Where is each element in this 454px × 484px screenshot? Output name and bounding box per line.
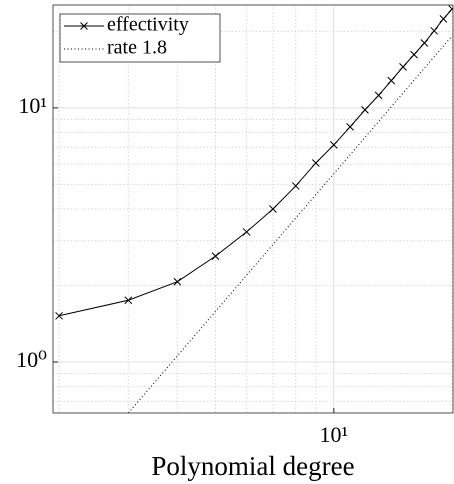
- data-point: [430, 26, 439, 35]
- data-point: [124, 296, 133, 305]
- data-point: [173, 277, 182, 286]
- grid: [53, 5, 453, 413]
- data-point: [311, 159, 320, 167]
- series-line: [127, 35, 453, 413]
- legend-label: effectivity: [107, 14, 189, 36]
- data-point: [269, 205, 277, 213]
- data-point: [211, 252, 220, 260]
- data-point: [399, 63, 407, 71]
- data-point: [439, 15, 448, 23]
- data-point: [55, 311, 63, 320]
- legend-label: rate 1.8: [107, 37, 167, 59]
- data-point: [420, 39, 429, 47]
- data-point: [346, 123, 354, 131]
- plot-area: [55, 5, 453, 413]
- legend-marker: [80, 22, 88, 30]
- data-point: [329, 141, 338, 149]
- y-tick-label: 10⁰: [16, 347, 47, 372]
- x-axis-label: Polynomial degree: [151, 451, 354, 481]
- axes-box: [52, 4, 454, 414]
- data-point: [410, 50, 418, 59]
- data-point: [448, 5, 453, 13]
- x-tick-label: 10¹: [320, 422, 349, 447]
- data-point: [361, 106, 369, 114]
- y-tick-label: 10¹: [18, 93, 47, 118]
- ticks: 10¹ 10⁰ 10¹: [16, 93, 348, 447]
- data-point: [291, 182, 300, 190]
- data-point: [387, 76, 396, 85]
- data-point: [374, 91, 383, 100]
- data-point: [242, 228, 251, 236]
- legend-box: [59, 13, 221, 63]
